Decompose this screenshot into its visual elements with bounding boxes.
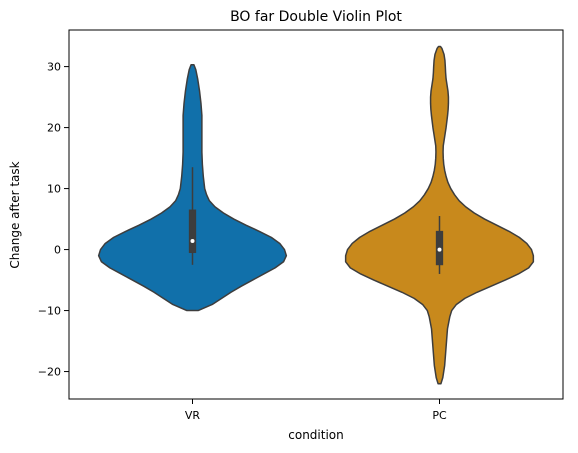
chart-title: BO far Double Violin Plot xyxy=(230,9,402,25)
y-tick-label: 20 xyxy=(47,122,61,135)
median-marker-pc xyxy=(437,247,442,252)
median-marker-vr xyxy=(190,239,195,244)
plot-layer xyxy=(97,45,535,385)
y-tick-label: 30 xyxy=(47,61,61,74)
y-tick-label: −20 xyxy=(38,366,61,379)
y-axis-label: Change after task xyxy=(8,161,22,268)
y-tick-label: 0 xyxy=(54,244,61,257)
y-tick-label: 10 xyxy=(47,183,61,196)
violin-pc xyxy=(344,45,535,385)
plot-frame xyxy=(68,29,564,400)
y-tick-label: −10 xyxy=(38,305,61,318)
iqr-box-vr xyxy=(188,209,197,254)
x-tick-label: PC xyxy=(432,409,447,422)
x-axis-label: condition xyxy=(288,428,343,442)
axes-layer: −20 −10 0 10 20 30 VR PC xyxy=(38,29,564,422)
x-tick-label: VR xyxy=(185,409,201,422)
